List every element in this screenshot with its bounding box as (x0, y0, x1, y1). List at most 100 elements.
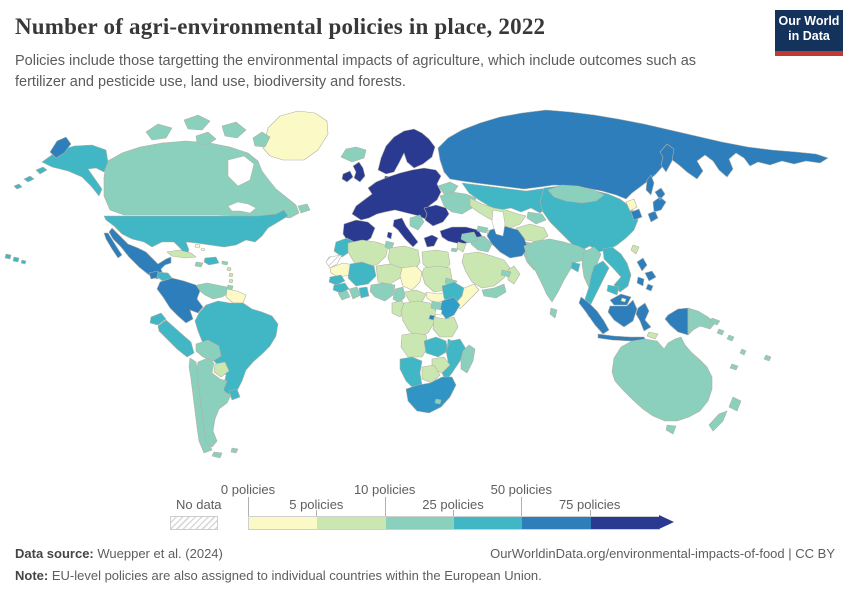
country-uk[interactable] (352, 161, 366, 183)
country-australia[interactable] (611, 336, 713, 422)
country-philippines[interactable] (636, 257, 657, 292)
country-sri-lanka[interactable] (549, 307, 558, 319)
country-guyanas[interactable] (225, 288, 247, 304)
country-laos-vietnam[interactable] (602, 246, 632, 293)
country-ukraine[interactable] (439, 191, 477, 215)
country-eu-central[interactable] (351, 167, 442, 221)
country-chad[interactable] (399, 265, 423, 291)
country-thailand[interactable] (584, 260, 610, 309)
country-iberia[interactable] (342, 219, 376, 246)
country-tanzania[interactable] (432, 316, 459, 338)
country-russia-chukotka[interactable] (49, 136, 72, 159)
country-new-britain[interactable] (709, 317, 721, 326)
country-ireland[interactable] (341, 170, 354, 183)
country-colombia[interactable] (156, 277, 204, 324)
country-aleutians[interactable] (13, 166, 48, 190)
country-nigeria[interactable] (369, 282, 396, 302)
country-belarus[interactable] (437, 181, 459, 195)
country-timor[interactable] (646, 331, 659, 340)
country-ecuador[interactable] (149, 312, 167, 326)
country-algeria[interactable] (347, 239, 389, 269)
country-taiwan[interactable] (630, 244, 640, 255)
country-bahamas[interactable] (194, 243, 206, 252)
country-canada-arctic[interactable] (145, 114, 271, 148)
country-ghana[interactable] (358, 286, 370, 299)
country-mali[interactable] (347, 261, 377, 287)
country-india[interactable] (523, 238, 591, 303)
country-brunei[interactable] (620, 297, 627, 303)
country-west-balkans[interactable] (409, 214, 425, 231)
country-madagascar[interactable] (460, 344, 476, 374)
country-puerto-rico[interactable] (221, 260, 229, 266)
country-sardinia[interactable] (386, 231, 393, 240)
country-indonesia-papua[interactable] (664, 307, 689, 336)
country-cyprus[interactable] (450, 247, 459, 253)
country-greenland-icon[interactable] (262, 110, 329, 161)
country-lesser-antilles[interactable] (226, 266, 234, 284)
country-alaska[interactable] (41, 144, 109, 197)
country-indonesia-borneo[interactable] (607, 299, 638, 328)
country-japan[interactable] (647, 187, 667, 223)
legend-bin-swatch[interactable] (317, 517, 386, 529)
country-central-african-republic[interactable] (403, 289, 427, 303)
legend-bin-swatch[interactable] (522, 517, 591, 529)
country-syria[interactable] (460, 231, 479, 244)
country-pacific-islands[interactable] (716, 328, 772, 371)
legend-bin-swatch[interactable] (590, 517, 659, 529)
country-drc[interactable] (400, 300, 437, 338)
country-georgia[interactable] (476, 225, 489, 234)
legend-bin-swatch[interactable] (385, 517, 454, 529)
country-south-africa[interactable] (405, 376, 457, 414)
country-western-sahara[interactable] (325, 254, 343, 269)
country-mongolia[interactable] (547, 184, 605, 204)
country-falklands[interactable] (230, 447, 239, 454)
country-lesotho[interactable] (434, 398, 442, 405)
country-namibia[interactable] (399, 356, 423, 390)
country-new-zealand-north[interactable] (728, 396, 742, 412)
country-russia[interactable] (437, 109, 829, 200)
country-mexico[interactable] (108, 227, 172, 280)
country-new-zealand-south[interactable] (708, 410, 728, 432)
country-kyrgyzstan[interactable] (526, 211, 547, 225)
country-argentina[interactable] (196, 357, 232, 448)
country-venezuela[interactable] (196, 282, 230, 300)
country-scandinavia[interactable] (377, 128, 436, 175)
country-zambia[interactable] (423, 336, 449, 358)
footer-url-link[interactable]: OurWorldinData.org/environmental-impacts… (490, 546, 785, 561)
country-somalia[interactable] (455, 283, 480, 310)
country-papua-new-guinea[interactable] (687, 307, 716, 336)
country-china[interactable] (539, 185, 639, 253)
country-hispaniola[interactable] (203, 256, 220, 266)
country-jamaica[interactable] (194, 261, 204, 268)
country-jordan[interactable] (456, 241, 467, 253)
country-indonesia-sulawesi[interactable] (635, 302, 652, 332)
country-paraguay[interactable] (213, 361, 230, 378)
country-botswana[interactable] (421, 364, 441, 384)
country-cambodia[interactable] (606, 284, 620, 296)
country-romania-bulgaria[interactable] (423, 204, 450, 227)
country-italy[interactable] (392, 217, 419, 248)
country-cuba[interactable] (166, 249, 197, 259)
country-indonesia-sumatra[interactable] (578, 296, 610, 335)
country-tasmania[interactable] (665, 424, 677, 435)
legend-no-data-swatch[interactable] (170, 516, 218, 530)
country-usa[interactable] (103, 209, 289, 257)
country-tierra-del-fuego[interactable] (211, 451, 223, 459)
country-newfoundland[interactable] (297, 203, 311, 214)
country-oman[interactable] (507, 265, 521, 285)
country-greece[interactable] (423, 234, 439, 248)
country-iceland[interactable] (340, 146, 367, 163)
country-niger[interactable] (375, 263, 403, 285)
country-mexico-baja[interactable] (103, 232, 123, 259)
country-cameroon[interactable] (392, 286, 406, 304)
country-angola[interactable] (400, 332, 429, 358)
country-yemen[interactable] (481, 283, 507, 299)
country-sierra-leone[interactable] (337, 290, 351, 301)
country-guinea[interactable] (332, 282, 350, 294)
country-bangladesh[interactable] (570, 261, 581, 273)
country-north-korea[interactable] (625, 198, 638, 212)
country-senegal[interactable] (328, 274, 346, 286)
country-hawaii[interactable] (4, 253, 27, 265)
country-uae[interactable] (500, 269, 512, 278)
legend-bin-swatch[interactable] (249, 517, 318, 529)
